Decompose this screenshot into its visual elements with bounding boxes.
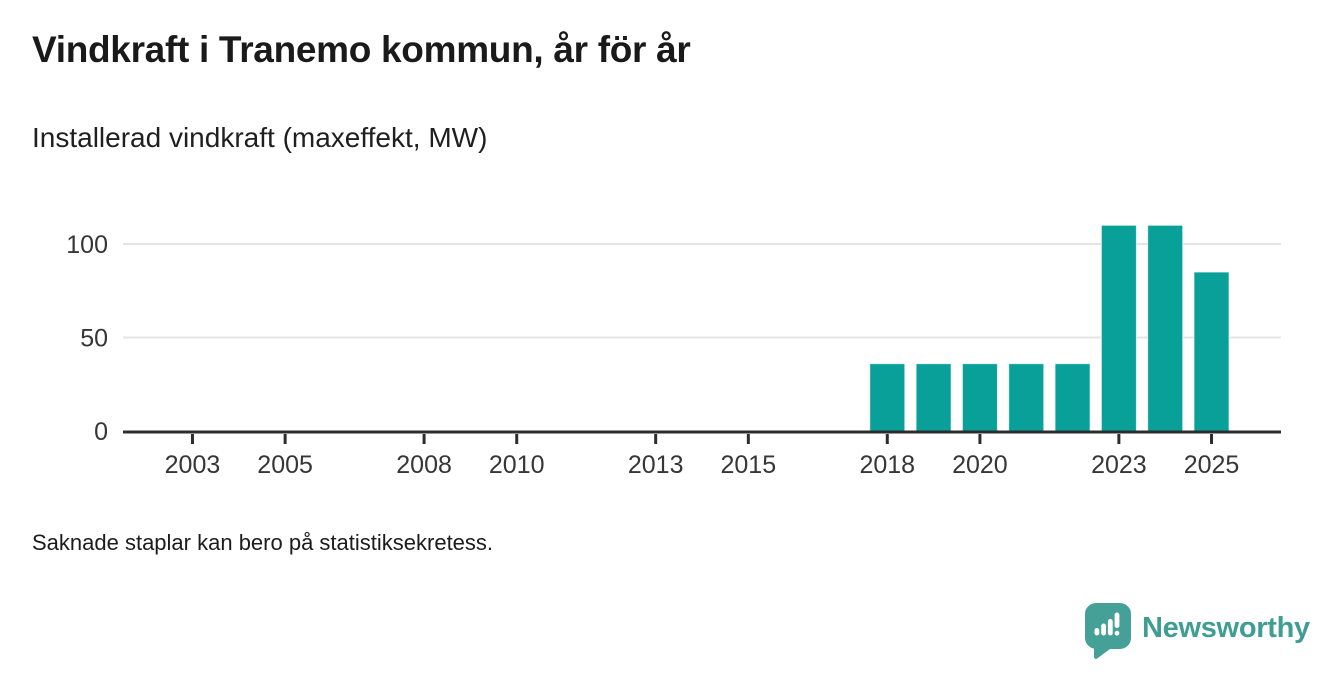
x-axis-tick-label: 2003	[165, 451, 221, 479]
brand-name: Newsworthy	[1142, 611, 1310, 644]
y-axis-tick-label: 100	[66, 231, 108, 259]
x-axis-tick-label: 2025	[1184, 451, 1240, 479]
newsworthy-logo-icon	[1085, 603, 1131, 659]
footnote: Saknade staplar kan bero på statistiksek…	[32, 530, 494, 555]
exclamation-stem	[1114, 612, 1120, 628]
bar-chart: 0 50 100 2003 2005 2008 2010 2013 2015 2018 2020 20…	[66, 224, 1281, 479]
page-title: Vindkraft i Tranemo kommun, år för år	[32, 29, 691, 70]
bar-2023	[1100, 224, 1137, 432]
bar-2019	[915, 363, 952, 432]
brand: Newsworthy	[1084, 602, 1310, 660]
bar-2024	[1147, 224, 1184, 432]
bar-chart-glyph	[1094, 612, 1120, 636]
y-axis-tick-label: 0	[94, 418, 108, 446]
x-axis-tick-label: 2018	[859, 451, 915, 479]
x-axis-tick-label: 2005	[257, 451, 313, 479]
exclamation-dot	[1114, 630, 1120, 636]
x-axis-tick-label: 2008	[396, 451, 452, 479]
x-axis-tick-label: 2015	[721, 451, 777, 479]
bar-2025	[1193, 271, 1230, 432]
bar-2020	[961, 363, 998, 432]
page-subtitle: Installerad vindkraft (maxeffekt, MW)	[32, 122, 488, 153]
y-axis-tick-label: 50	[80, 325, 108, 353]
x-axis-tick-label: 2010	[489, 451, 545, 479]
bar-2021	[1008, 363, 1045, 432]
x-axis-tick-label: 2023	[1091, 451, 1147, 479]
bar-2022	[1054, 363, 1091, 432]
bar-2018	[869, 363, 906, 432]
x-axis-tick-label: 2013	[628, 451, 684, 479]
x-axis-tick-label: 2020	[952, 451, 1008, 479]
